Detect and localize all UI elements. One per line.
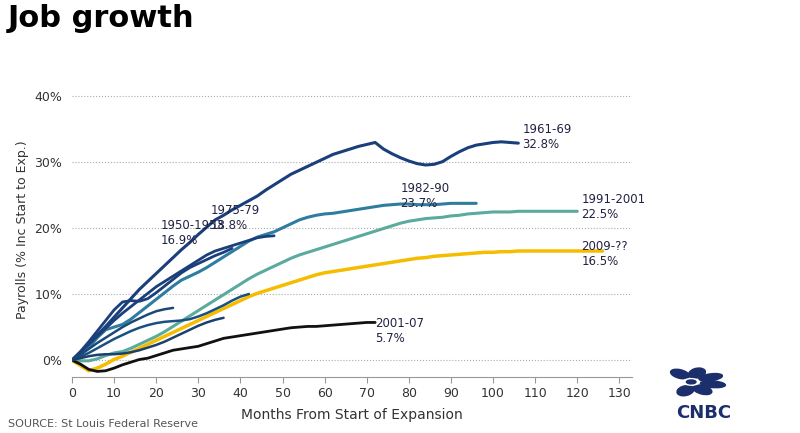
- Circle shape: [683, 378, 699, 385]
- Ellipse shape: [693, 385, 712, 394]
- Ellipse shape: [689, 368, 706, 378]
- Ellipse shape: [699, 374, 722, 381]
- Text: 1982-90
23.7%: 1982-90 23.7%: [401, 182, 450, 210]
- X-axis label: Months From Start of Expansion: Months From Start of Expansion: [241, 408, 463, 423]
- Text: 2001-07
5.7%: 2001-07 5.7%: [375, 317, 424, 345]
- Circle shape: [686, 380, 696, 384]
- Text: 1975-79
18.8%: 1975-79 18.8%: [211, 204, 260, 232]
- Text: Job growth: Job growth: [8, 4, 194, 33]
- Text: 1950-1953
16.9%: 1950-1953 16.9%: [161, 219, 224, 247]
- Text: SOURCE: St Louis Federal Reserve: SOURCE: St Louis Federal Reserve: [8, 419, 198, 429]
- Text: 1961-69
32.8%: 1961-69 32.8%: [522, 123, 572, 151]
- Text: CNBC: CNBC: [677, 404, 731, 422]
- Text: 2009-??
16.5%: 2009-?? 16.5%: [582, 240, 628, 268]
- Text: 1991-2001
22.5%: 1991-2001 22.5%: [582, 193, 646, 221]
- Ellipse shape: [677, 386, 694, 396]
- Ellipse shape: [700, 381, 726, 388]
- Y-axis label: Payrolls (% Inc Start to Exp.): Payrolls (% Inc Start to Exp.): [16, 140, 29, 319]
- Ellipse shape: [670, 369, 690, 379]
